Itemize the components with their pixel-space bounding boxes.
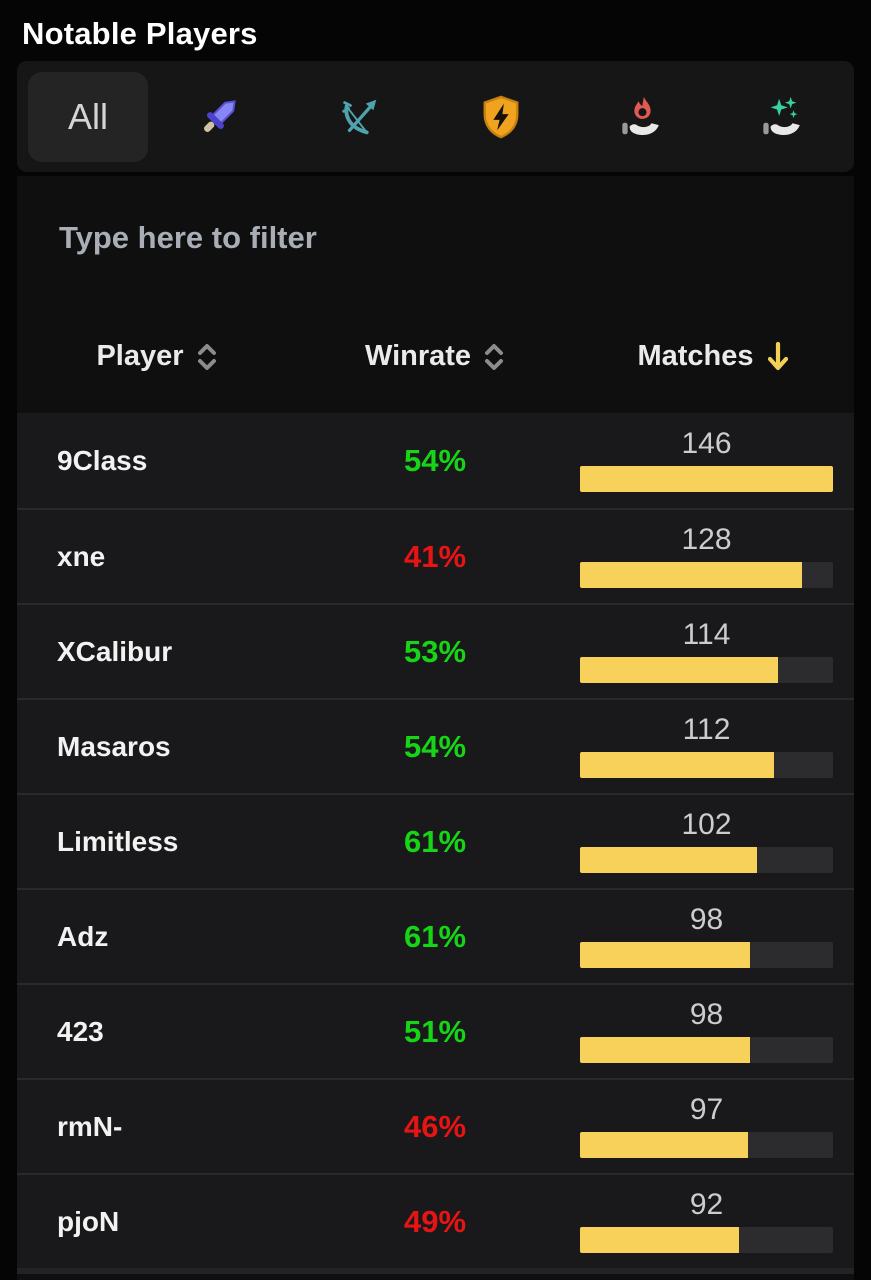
matches-bar-fill (580, 847, 757, 873)
matches-bar (580, 752, 833, 778)
sort-chevrons-icon (483, 342, 505, 372)
column-header-winrate[interactable]: Winrate (297, 340, 573, 373)
matches-value: 128 (681, 523, 732, 556)
tab-melee[interactable] (148, 61, 289, 172)
matches-value: 146 (681, 427, 732, 460)
column-header-matches[interactable]: Matches (573, 340, 854, 374)
player-name: rmN- (57, 1110, 123, 1142)
matches-cell: 98 (573, 1000, 854, 1063)
matches-bar-fill (580, 562, 802, 588)
winrate-value: 54% (403, 728, 467, 764)
matches-cell: 112 (573, 715, 854, 778)
table-body: 9Class 54% 146 xne 41% 128 XCalibur 53% … (17, 413, 854, 1268)
player-name: 423 (57, 1015, 104, 1047)
table-row[interactable]: Masaros 54% 112 (17, 698, 854, 793)
matches-bar (580, 1227, 833, 1253)
winrate-value: 53% (403, 633, 467, 669)
matches-cell: 92 (573, 1190, 854, 1253)
players-panel: Player Winrate Matches (17, 176, 854, 1280)
matches-value: 102 (681, 808, 732, 841)
matches-value: 97 (689, 1093, 724, 1126)
matches-cell: 102 (573, 810, 854, 873)
player-name: XCalibur (57, 635, 173, 667)
player-name: Limitless (57, 825, 179, 857)
matches-bar (580, 1132, 833, 1158)
column-label: Matches (637, 340, 754, 372)
class-filter-tabbar: All (17, 61, 854, 172)
matches-bar (580, 657, 833, 683)
sort-chevrons-icon (196, 342, 218, 372)
matches-cell: 146 (573, 429, 854, 492)
winrate-value: 41% (403, 538, 467, 574)
matches-bar (580, 562, 833, 588)
matches-cell: 128 (573, 525, 854, 588)
winrate-value: 51% (403, 1013, 467, 1049)
matches-cell: 97 (573, 1095, 854, 1158)
shield-icon (478, 94, 524, 140)
matches-bar-fill (580, 1132, 749, 1158)
column-label: Winrate (364, 340, 472, 372)
column-label: Player (96, 340, 184, 372)
table-row[interactable]: 423 51% 98 (17, 983, 854, 1078)
matches-bar-fill (580, 1037, 750, 1063)
filter-input[interactable] (57, 219, 781, 257)
table-row[interactable]: 9Class 54% 146 (17, 413, 854, 508)
table-row[interactable]: rmN- 46% 97 (17, 1078, 854, 1173)
fire-hand-icon (619, 94, 665, 140)
tab-support[interactable] (713, 61, 854, 172)
matches-bar-fill (580, 752, 775, 778)
matches-bar-fill (580, 466, 833, 492)
matches-value: 112 (682, 713, 731, 746)
matches-value: 98 (689, 998, 724, 1031)
filter-block (17, 176, 854, 300)
player-name: 9Class (57, 444, 148, 476)
matches-value: 92 (689, 1188, 724, 1221)
winrate-value: 49% (403, 1203, 467, 1239)
matches-value: 114 (682, 618, 731, 651)
player-name: pjoN (57, 1205, 120, 1237)
matches-bar (580, 466, 833, 492)
table-row[interactable]: xne 41% 128 (17, 508, 854, 603)
bow-icon (337, 94, 383, 140)
matches-bar-fill (580, 1227, 740, 1253)
table-row[interactable]: Adz 61% 98 (17, 888, 854, 983)
sparkle-hand-icon (760, 94, 806, 140)
player-name: Adz (57, 920, 109, 952)
table-row[interactable]: Limitless 61% 102 (17, 793, 854, 888)
player-name: xne (57, 540, 106, 572)
table-header: Player Winrate Matches (17, 300, 854, 413)
table-bottom-divider (17, 1268, 854, 1274)
player-name: Masaros (57, 730, 171, 762)
table-row[interactable]: XCalibur 53% 114 (17, 603, 854, 698)
matches-bar-fill (580, 657, 778, 683)
table-row[interactable]: pjoN 49% 92 (17, 1173, 854, 1268)
matches-bar (580, 942, 833, 968)
winrate-value: 61% (403, 823, 467, 859)
matches-value: 98 (689, 903, 724, 936)
matches-bar-fill (580, 942, 750, 968)
matches-cell: 114 (573, 620, 854, 683)
winrate-value: 61% (403, 918, 467, 954)
winrate-value: 46% (403, 1108, 467, 1144)
sort-desc-arrow-icon (766, 340, 790, 374)
sword-icon (196, 94, 242, 140)
matches-bar (580, 1037, 833, 1063)
winrate-value: 54% (403, 442, 467, 478)
matches-bar (580, 847, 833, 873)
tab-fire-damage[interactable] (572, 61, 713, 172)
page-title: Notable Players (22, 16, 258, 51)
column-header-player[interactable]: Player (17, 340, 297, 373)
tab-tank[interactable] (430, 61, 571, 172)
tab-all[interactable]: All (28, 71, 148, 162)
matches-cell: 98 (573, 905, 854, 968)
tab-ranged[interactable] (289, 61, 430, 172)
